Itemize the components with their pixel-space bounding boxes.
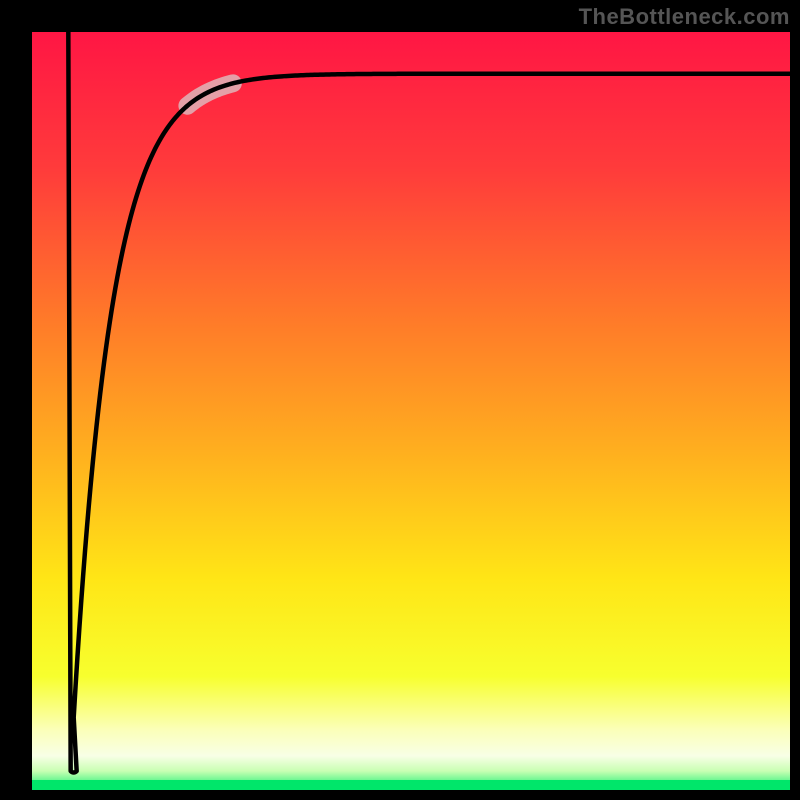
- watermark-text: TheBottleneck.com: [579, 4, 790, 30]
- bottom-green-band: [32, 780, 790, 790]
- bottleneck-chart: [0, 0, 800, 800]
- plot-area: [32, 32, 790, 790]
- stage: TheBottleneck.com: [0, 0, 800, 800]
